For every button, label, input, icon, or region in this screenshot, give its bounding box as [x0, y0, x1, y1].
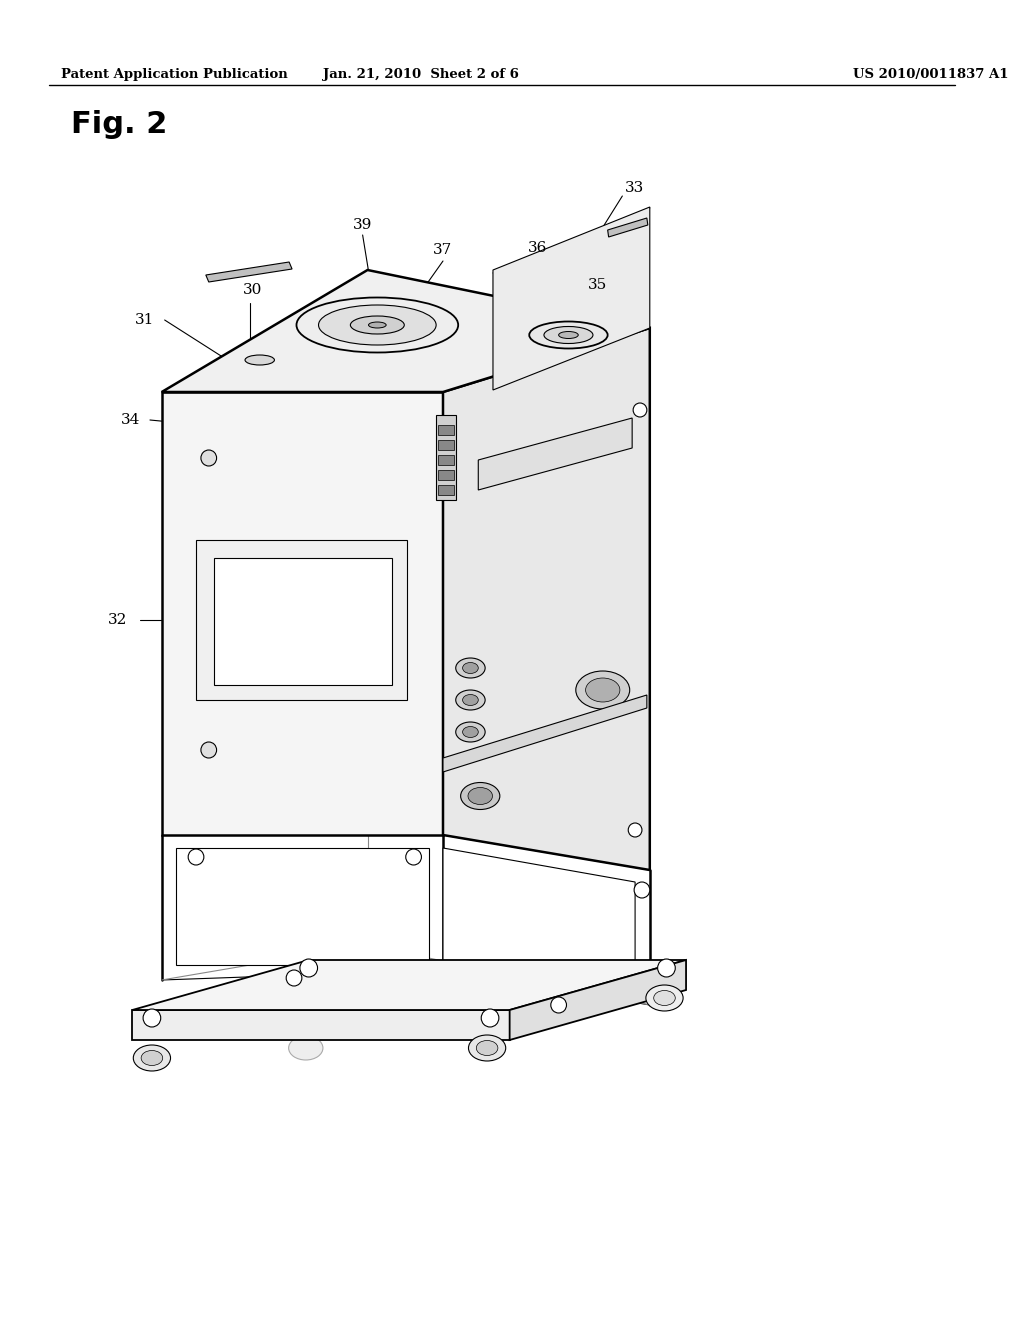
Polygon shape	[176, 847, 429, 965]
Ellipse shape	[297, 297, 458, 352]
Ellipse shape	[456, 657, 485, 678]
Text: US 2010/0011837 A1: US 2010/0011837 A1	[853, 69, 1009, 81]
Polygon shape	[196, 540, 407, 700]
Polygon shape	[443, 696, 647, 772]
Ellipse shape	[468, 788, 493, 804]
Text: 31: 31	[135, 313, 155, 327]
Polygon shape	[478, 418, 632, 490]
Text: 36: 36	[527, 242, 547, 255]
Circle shape	[286, 970, 302, 986]
Polygon shape	[214, 558, 392, 685]
Circle shape	[201, 450, 217, 466]
Circle shape	[143, 1008, 161, 1027]
Ellipse shape	[468, 1035, 506, 1061]
Circle shape	[629, 822, 642, 837]
Polygon shape	[438, 440, 454, 450]
Polygon shape	[443, 327, 650, 870]
Ellipse shape	[529, 322, 607, 348]
Text: 34: 34	[121, 413, 140, 426]
Ellipse shape	[461, 783, 500, 809]
Ellipse shape	[456, 690, 485, 710]
Ellipse shape	[369, 322, 386, 327]
Text: Jan. 21, 2010  Sheet 2 of 6: Jan. 21, 2010 Sheet 2 of 6	[324, 69, 519, 81]
Ellipse shape	[456, 722, 485, 742]
Polygon shape	[438, 470, 454, 480]
Circle shape	[201, 742, 217, 758]
Ellipse shape	[463, 726, 478, 738]
Ellipse shape	[245, 355, 274, 366]
Ellipse shape	[350, 315, 404, 334]
Circle shape	[634, 882, 650, 898]
Ellipse shape	[559, 331, 579, 338]
Circle shape	[633, 403, 647, 417]
Text: 35: 35	[588, 279, 607, 292]
Polygon shape	[206, 261, 292, 282]
Text: 32: 32	[108, 612, 127, 627]
Polygon shape	[132, 1010, 510, 1040]
Ellipse shape	[133, 1045, 171, 1071]
Ellipse shape	[476, 1040, 498, 1056]
Ellipse shape	[318, 305, 436, 345]
Circle shape	[300, 960, 317, 977]
Circle shape	[188, 849, 204, 865]
Ellipse shape	[463, 694, 478, 705]
Polygon shape	[493, 207, 650, 389]
Polygon shape	[132, 960, 686, 1010]
Ellipse shape	[463, 663, 478, 673]
Polygon shape	[162, 392, 443, 836]
Polygon shape	[438, 425, 454, 436]
Ellipse shape	[544, 326, 593, 343]
Text: Fig. 2: Fig. 2	[71, 110, 167, 139]
Polygon shape	[510, 960, 686, 1040]
Polygon shape	[162, 271, 650, 392]
Polygon shape	[443, 847, 635, 993]
Polygon shape	[438, 455, 454, 465]
Circle shape	[657, 960, 675, 977]
Ellipse shape	[653, 990, 675, 1006]
Circle shape	[481, 1008, 499, 1027]
Circle shape	[406, 849, 422, 865]
Ellipse shape	[646, 985, 683, 1011]
Circle shape	[551, 997, 566, 1012]
Polygon shape	[607, 218, 648, 238]
Text: 39: 39	[353, 218, 373, 232]
Ellipse shape	[289, 1036, 323, 1060]
Polygon shape	[438, 484, 454, 495]
Ellipse shape	[575, 671, 630, 709]
Text: 33: 33	[626, 181, 644, 195]
Text: 30: 30	[243, 282, 262, 297]
Text: 37: 37	[433, 243, 453, 257]
Ellipse shape	[586, 678, 620, 702]
Text: Patent Application Publication: Patent Application Publication	[60, 69, 288, 81]
Polygon shape	[436, 414, 456, 500]
Ellipse shape	[141, 1051, 163, 1065]
